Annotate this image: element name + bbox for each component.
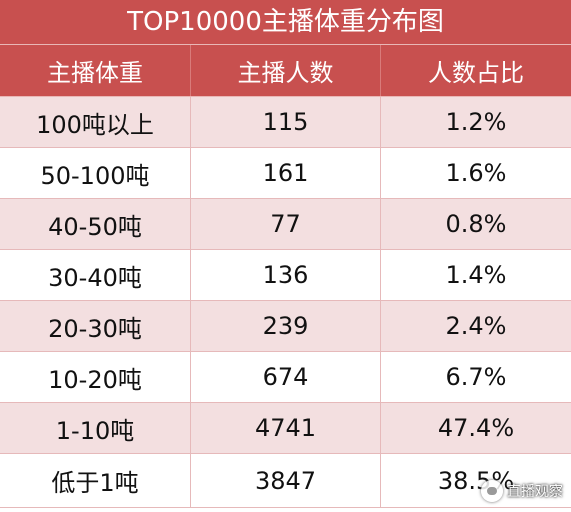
- share-cell: 2.4%: [380, 301, 571, 351]
- table-row: 低于1吨 3847 38.5%: [0, 454, 571, 508]
- table-title: TOP10000主播体重分布图: [0, 0, 571, 45]
- table-row: 50-100吨 161 1.6%: [0, 148, 571, 199]
- share-cell: 47.4%: [380, 403, 571, 453]
- count-cell: 161: [190, 148, 380, 198]
- table-row: 100吨以上 115 1.2%: [0, 97, 571, 148]
- chat-bubble-icon: [481, 480, 503, 502]
- table-row: 10-20吨 674 6.7%: [0, 352, 571, 403]
- share-cell: 6.7%: [380, 352, 571, 402]
- count-cell: 77: [190, 199, 380, 249]
- share-cell: 1.6%: [380, 148, 571, 198]
- count-cell: 136: [190, 250, 380, 300]
- watermark: 直播观察: [481, 480, 563, 502]
- share-cell: 0.8%: [380, 199, 571, 249]
- table-header-row: 主播体重 主播人数 人数占比: [0, 45, 571, 97]
- header-weight: 主播体重: [47, 59, 143, 87]
- weight-cell: 100吨以上: [36, 110, 154, 139]
- count-cell: 239: [190, 301, 380, 351]
- watermark-text: 直播观察: [507, 484, 563, 500]
- table-row: 40-50吨 77 0.8%: [0, 199, 571, 250]
- count-cell: 4741: [190, 403, 380, 453]
- weight-cell: 10-20吨: [48, 365, 142, 394]
- count-cell: 115: [190, 97, 380, 147]
- weight-cell: 20-30吨: [48, 314, 142, 343]
- table-row: 30-40吨 136 1.4%: [0, 250, 571, 301]
- weight-cell: 1-10吨: [55, 416, 135, 445]
- weight-cell: 40-50吨: [48, 212, 142, 241]
- header-share: 人数占比: [380, 45, 571, 96]
- weight-cell: 低于1吨: [51, 469, 139, 497]
- share-cell: 1.4%: [380, 250, 571, 300]
- weight-cell: 50-100吨: [40, 161, 150, 190]
- header-count: 主播人数: [190, 45, 380, 96]
- table-row: 1-10吨 4741 47.4%: [0, 403, 571, 454]
- count-cell: 3847: [190, 454, 380, 507]
- share-cell: 1.2%: [380, 97, 571, 147]
- table-row: 20-30吨 239 2.4%: [0, 301, 571, 352]
- count-cell: 674: [190, 352, 380, 402]
- weight-cell: 30-40吨: [48, 263, 142, 292]
